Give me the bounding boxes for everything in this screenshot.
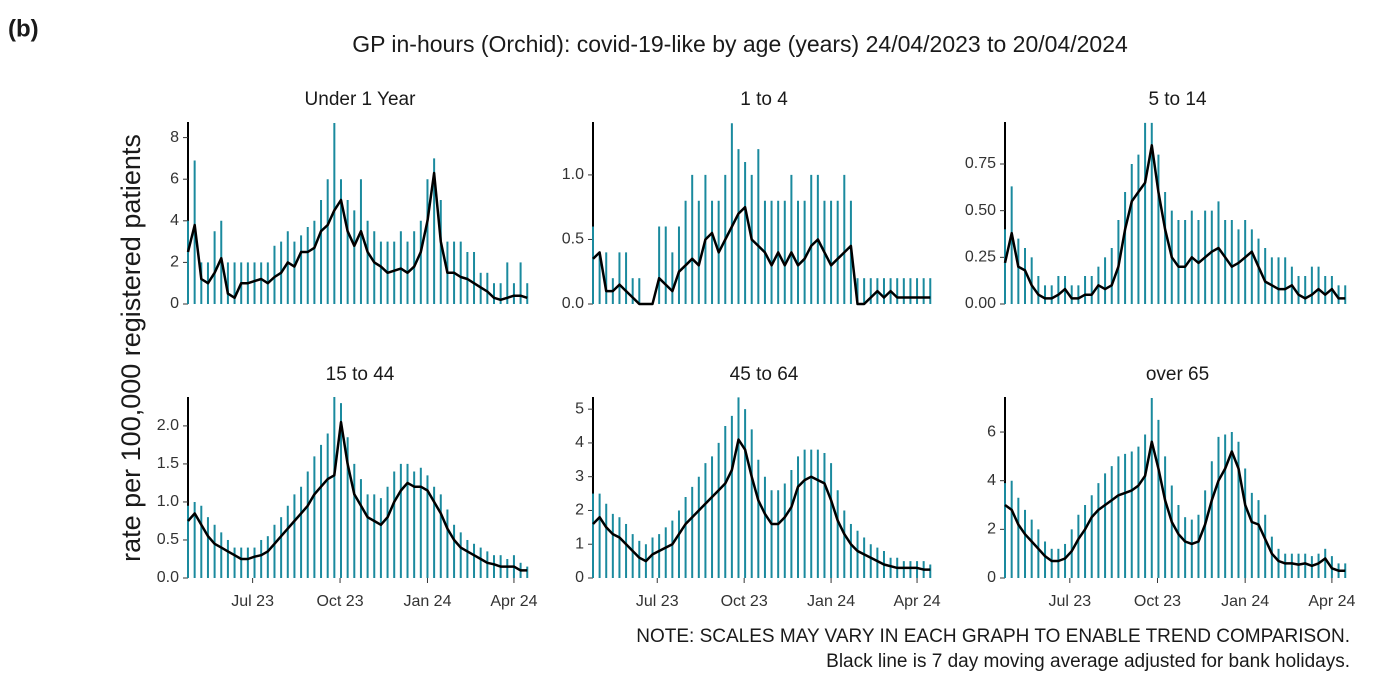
- y-tick-label: 0.5: [562, 231, 584, 248]
- moving-average-line: [187, 420, 528, 572]
- y-tick-label: 0.0: [562, 295, 584, 312]
- y-tick-label: 3: [575, 468, 584, 485]
- x-tick-label: Jan 24: [1221, 593, 1269, 610]
- x-tick-label: Apr 24: [490, 593, 537, 610]
- y-tick-label: 4: [575, 434, 584, 451]
- y-axis-label: rate per 100,000 registered patients: [116, 134, 146, 562]
- y-tick-label: 0.5: [157, 531, 179, 548]
- y-tick-label: 2: [575, 502, 584, 519]
- y-tick-label: 0.0: [157, 569, 179, 586]
- x-tick-label: Jul 23: [1048, 593, 1091, 610]
- y-tick-label: 0: [987, 569, 996, 586]
- y-tick-label: 0: [170, 295, 179, 312]
- panel-label: (b): [8, 15, 39, 42]
- y-tick-label: 1.0: [562, 166, 584, 183]
- y-tick-label: 0.50: [965, 202, 996, 219]
- y-tick-label: 1.0: [157, 493, 179, 510]
- panel-title: 5 to 14: [1148, 89, 1207, 110]
- x-tick-label: Oct 23: [316, 593, 363, 610]
- y-tick-label: 8: [170, 129, 179, 146]
- y-tick-label: 5: [575, 400, 584, 417]
- chart-title: GP in-hours (Orchid): covid-19-like by a…: [352, 31, 1128, 57]
- x-tick-label: Jan 24: [807, 593, 855, 610]
- y-tick-label: 4: [170, 212, 179, 229]
- y-tick-label: 6: [170, 170, 179, 187]
- y-tick-label: 1: [575, 535, 584, 552]
- y-tick-label: 6: [987, 423, 996, 440]
- moving-average-line: [1004, 440, 1346, 572]
- y-tick-label: 1.5: [157, 455, 179, 472]
- y-tick-label: 2.0: [157, 417, 179, 434]
- panel-title: 1 to 4: [740, 89, 788, 110]
- note: NOTE: SCALES MAY VARY IN EACH GRAPH TO E…: [636, 626, 1350, 647]
- panel-title: Under 1 Year: [305, 89, 417, 110]
- x-tick-label: Apr 24: [893, 593, 940, 610]
- x-tick-label: Apr 24: [1308, 593, 1355, 610]
- x-tick-label: Oct 23: [1134, 593, 1181, 610]
- x-tick-label: Jul 23: [231, 593, 274, 610]
- y-tick-label: 0.25: [965, 249, 996, 266]
- y-tick-label: 2: [170, 254, 179, 271]
- y-tick-label: 0.75: [965, 155, 996, 172]
- y-tick-label: 0: [575, 569, 584, 586]
- y-tick-label: 2: [987, 521, 996, 538]
- panel-title: 15 to 44: [326, 364, 395, 385]
- y-tick-label: 4: [987, 472, 996, 489]
- panel-title: over 65: [1146, 364, 1209, 385]
- moving-average-line: [186, 171, 528, 302]
- x-tick-label: Jan 24: [403, 593, 451, 610]
- x-tick-label: Jul 23: [636, 593, 679, 610]
- note: Black line is 7 day moving average adjus…: [826, 651, 1350, 672]
- moving-average-line: [1003, 144, 1346, 300]
- moving-average-line: [592, 205, 931, 306]
- panel-title: 45 to 64: [730, 364, 799, 385]
- x-tick-label: Oct 23: [721, 593, 768, 610]
- moving-average-line: [592, 438, 931, 571]
- y-tick-label: 0.00: [965, 295, 996, 312]
